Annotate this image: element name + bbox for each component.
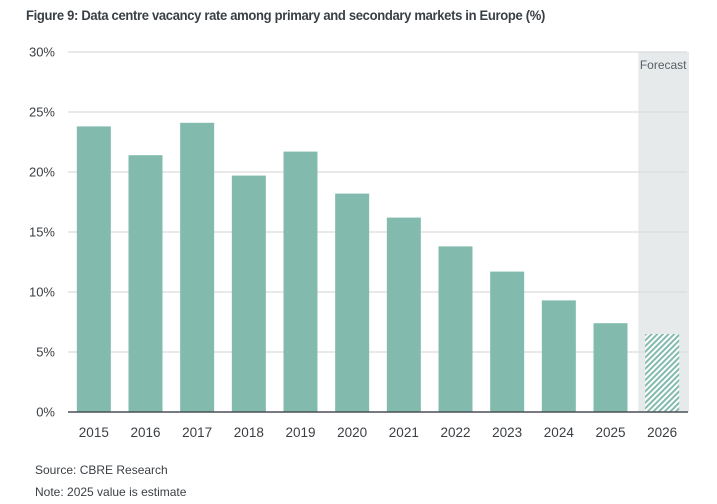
x-tick-label: 2026 [647,425,677,440]
x-tick-label: 2025 [595,425,625,440]
forecast-bar [645,334,680,412]
chart-title: Figure 9: Data centre vacancy rate among… [26,7,545,23]
forecast-label: Forecast [640,58,687,72]
estimate-note: Note: 2025 value is estimate [35,485,187,499]
x-tick-label: 2022 [440,425,470,440]
y-tick-label: 15% [29,225,55,240]
x-tick-label: 2020 [337,425,367,440]
x-tick-label: 2024 [544,425,575,440]
y-tick-label: 0% [36,405,55,420]
x-tick-label: 2023 [492,425,522,440]
bar [593,323,628,412]
y-tick-label: 5% [36,345,55,360]
y-tick-label: 30% [29,45,55,60]
bar [438,246,473,412]
source-note: Source: CBRE Research [35,463,168,477]
y-tick-label: 10% [29,285,55,300]
x-tick-label: 2018 [234,425,264,440]
x-tick-label: 2017 [182,425,212,440]
bar [128,155,163,412]
bar [283,151,318,412]
x-tick-label: 2016 [130,425,160,440]
bar [386,217,421,412]
y-tick-label: 20% [29,165,55,180]
x-tick-label: 2021 [389,425,419,440]
bar [335,193,370,412]
x-tick-label: 2015 [79,425,109,440]
x-tick-label: 2019 [285,425,315,440]
bar [180,122,215,413]
y-tick-label: 25% [29,105,55,120]
bar [231,175,266,412]
bar [76,126,111,413]
bar [541,300,576,412]
bar [490,271,525,412]
